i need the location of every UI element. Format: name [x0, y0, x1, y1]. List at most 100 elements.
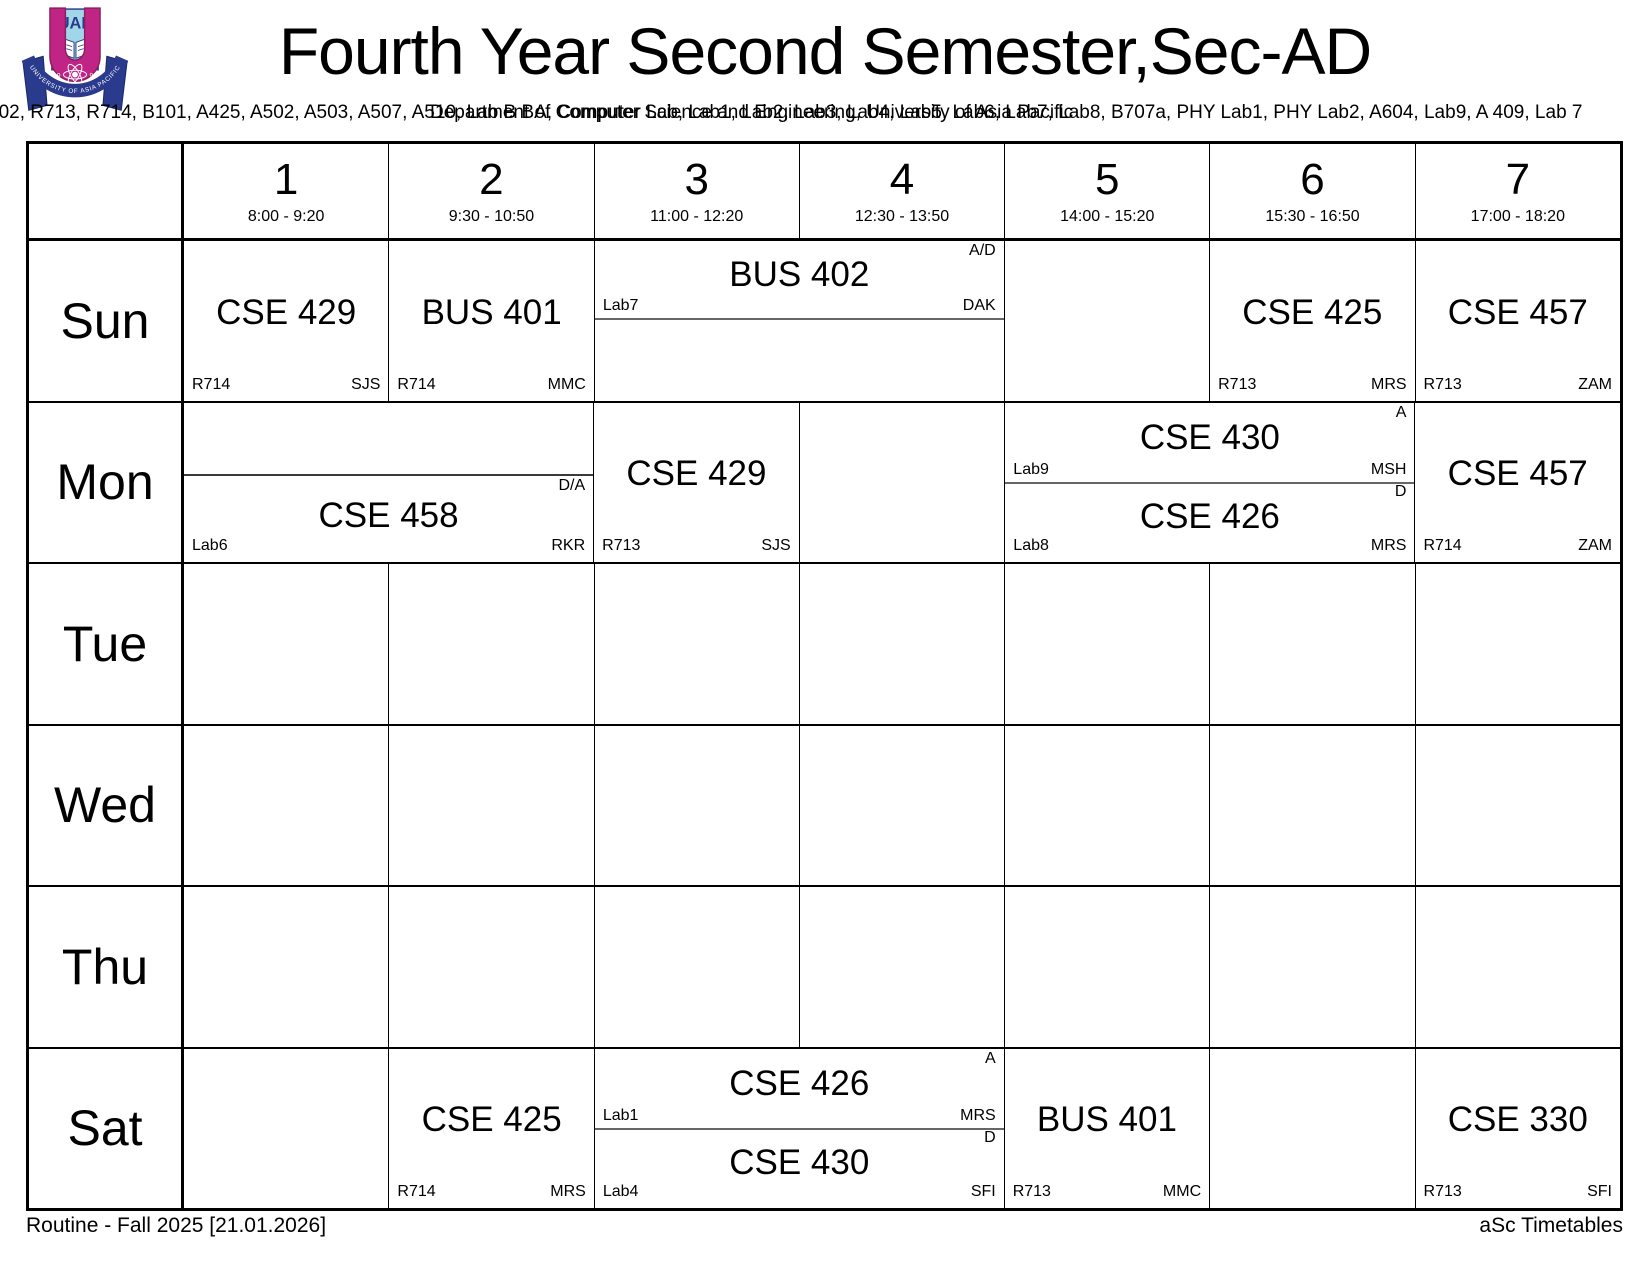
cell-sun-p1: CSE 429 R714 SJS [184, 241, 390, 401]
course-name: CSE 426 [1139, 497, 1280, 537]
room-label: R714 [397, 1183, 436, 1200]
period-number: 5 [1095, 154, 1120, 204]
cell-sat-p6 [1210, 1048, 1416, 1208]
cell-wed-p2 [389, 725, 595, 885]
room-label: R713 [1012, 1183, 1051, 1200]
room-label: R713 [1423, 375, 1462, 393]
period-time: 12:30 - 13:50 [854, 207, 950, 225]
day-label-sat: Sat [29, 1048, 184, 1208]
row-tuesday: Tue [29, 564, 1620, 726]
class-block: CSE 457 R714 ZAM [1415, 403, 1620, 563]
section-label: D/A [558, 477, 586, 495]
course-name: BUS 401 [1036, 1100, 1177, 1140]
period-header-1: 1 8:00 - 9:20 [184, 144, 390, 238]
room-label: R714 [192, 375, 231, 393]
period-number: 2 [479, 154, 504, 204]
course-name: CSE 429 [626, 454, 767, 494]
course-name: CSE 425 [1242, 292, 1383, 332]
timetable: 1 8:00 - 9:20 2 9:30 - 10:50 3 11:00 - 1… [26, 141, 1623, 1211]
cell-wed-p5 [1005, 725, 1211, 885]
course-name: CSE 425 [421, 1100, 562, 1140]
room-label: Lab9 [1013, 461, 1049, 479]
logo-banner-band [21, 55, 129, 98]
room-label: Lab4 [602, 1183, 639, 1200]
course-name: CSE 430 [729, 1143, 870, 1183]
cell-sat-p5: BUS 401 R713 MMC [1005, 1048, 1211, 1209]
class-block: BUS 401 R713 MMC [1005, 1049, 1209, 1209]
cell-tue-p3 [595, 564, 800, 724]
cell-thu-p4 [800, 887, 1006, 1047]
room-label: Lab8 [1013, 537, 1049, 554]
period-header-5: 5 14:00 - 15:20 [1005, 144, 1211, 238]
atom-orbit-1 [62, 69, 88, 80]
atom-core [72, 71, 78, 78]
class-block: D/A CSE 458 Lab6 RKR [184, 474, 594, 562]
teacher-label: MMC [1162, 1183, 1202, 1200]
course-name: CSE 430 [1139, 417, 1280, 457]
book-text-lines [66, 44, 84, 51]
row-wednesday: Wed [29, 725, 1620, 887]
cell-thu-p7 [1416, 887, 1620, 1047]
cell-thu-p2 [389, 887, 595, 1047]
day-label-mon: Mon [29, 402, 184, 562]
cell-mon-p1-p2: D/A CSE 458 Lab6 RKR [184, 402, 595, 562]
page-title: Fourth Year Second Semester,Sec-AD [278, 14, 1372, 88]
header-corner-blank [29, 144, 184, 238]
cell-wed-p6 [1210, 725, 1416, 885]
class-block: CSE 425 R714 MRS [389, 1049, 593, 1209]
section-label: D [1394, 483, 1407, 501]
class-block: BUS 401 R714 MMC [389, 241, 593, 401]
cell-tue-p6 [1210, 564, 1416, 724]
course-name: CSE 426 [729, 1063, 870, 1103]
period-header-6: 6 15:30 - 16:50 [1210, 144, 1416, 238]
cell-tue-p2 [389, 564, 595, 724]
room-label: Lab7 [602, 296, 639, 314]
cell-thu-p3 [595, 887, 800, 1047]
cell-tue-p1 [184, 564, 390, 724]
row-thursday: Thu [29, 887, 1620, 1049]
course-name: CSE 458 [318, 495, 459, 535]
cell-sun-p3-p4: A/D BUS 402 Lab7 DAK [594, 241, 1005, 401]
period-time: 17:00 - 18:20 [1470, 207, 1565, 225]
section-label: A [1395, 403, 1407, 421]
class-block: CSE 425 R713 MRS [1210, 241, 1414, 401]
period-time: 9:30 - 10:50 [448, 207, 535, 225]
cell-tue-p5 [1005, 564, 1211, 724]
teacher-label: SJS [351, 375, 381, 393]
period-number: 7 [1505, 154, 1531, 204]
room-label: R714 [397, 375, 436, 393]
period-time: 8:00 - 9:20 [247, 207, 325, 225]
footer-app-name: aSc Timetables [1479, 1214, 1623, 1237]
period-header-4: 4 12:30 - 13:50 [800, 144, 1006, 238]
row-saturday: Sat CSE 425 R714 MRS A CSE 426 Lab1 MRS … [29, 1048, 1620, 1209]
course-name: CSE 457 [1447, 454, 1588, 494]
cell-mon-p7: CSE 457 R714 ZAM [1415, 403, 1620, 563]
cell-wed-p1 [184, 725, 390, 885]
period-time: 11:00 - 12:20 [650, 207, 744, 225]
course-name: CSE 457 [1447, 292, 1588, 332]
cell-wed-p7 [1416, 726, 1620, 886]
uap-logo-icon: UAP 19 96 UNIVERSITY OF ASIA PACIFIC [21, 7, 129, 111]
cell-wed-p4 [800, 725, 1006, 885]
cell-sat-p2: CSE 425 R714 MRS [389, 1048, 595, 1209]
cell-sun-p5 [1005, 241, 1211, 401]
teacher-label: MMC [547, 375, 586, 393]
cell-thu-p1 [184, 887, 390, 1047]
room-label: Lab6 [192, 537, 228, 554]
room-label: Lab1 [602, 1107, 639, 1125]
cell-thu-p6 [1210, 887, 1416, 1047]
logo-u-shape [49, 7, 101, 82]
teacher-label: ZAM [1578, 537, 1613, 554]
teacher-label: DAK [962, 296, 996, 314]
teacher-label: MRS [960, 1107, 996, 1125]
logo-year-right: 96 [89, 72, 97, 79]
cell-tue-p4 [800, 564, 1006, 724]
room-label: R714 [1423, 537, 1462, 554]
class-block: D CSE 430 Lab4 SFI [595, 1128, 1004, 1208]
period-time: 15:30 - 16:50 [1265, 207, 1360, 225]
cell-sun-p2: BUS 401 R714 MMC [389, 241, 595, 401]
cell-mon-p4 [800, 402, 1006, 562]
course-name: CSE 330 [1447, 1100, 1588, 1140]
teacher-label: MRS [1370, 375, 1407, 393]
cell-sat-p1 [184, 1048, 390, 1208]
